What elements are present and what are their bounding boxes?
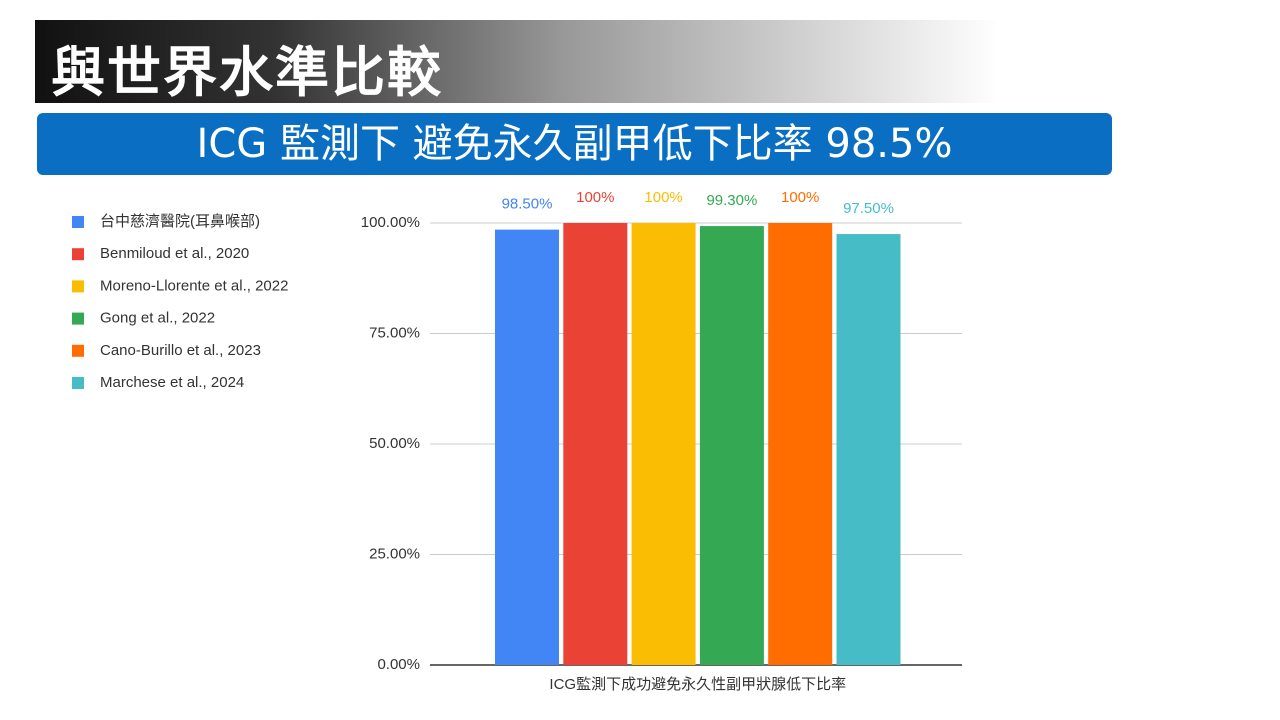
legend-label: 台中慈濟醫院(耳鼻喉部) (100, 212, 260, 230)
bar (495, 229, 559, 665)
legend-label: Gong et al., 2022 (100, 310, 215, 327)
legend-swatch (72, 248, 84, 261)
legend-swatch (72, 280, 84, 293)
legend-swatch (72, 312, 84, 325)
bar (563, 223, 628, 665)
y-tick-label: 25.00% (369, 545, 420, 562)
x-tick-label: ICG監測下成功避免永久性副甲狀腺低下比率 (549, 676, 846, 693)
legend-label: Marchese et al., 2024 (100, 374, 244, 391)
subtitle-banner: ICG 監測下 避免永久副甲低下比率 98.5% (37, 113, 1112, 175)
header-bar: 與世界水準比較 (35, 20, 1000, 104)
y-tick-label: 50.00% (369, 435, 420, 452)
value-label: 98.50% (502, 196, 553, 213)
legend-label: Moreno-Llorente et al., 2022 (100, 277, 288, 294)
bar (631, 223, 696, 665)
title: 與世界水準比較 (51, 41, 443, 104)
value-label: 100% (781, 189, 819, 206)
legend-swatch (72, 377, 84, 389)
value-label: 100% (576, 189, 614, 206)
y-tick-label: 75.00% (369, 324, 420, 341)
value-label: 99.30% (706, 192, 757, 209)
bar (768, 223, 833, 665)
value-label: 97.50% (843, 200, 894, 217)
legend-label: Cano-Burillo et al., 2023 (100, 342, 261, 359)
bar (836, 234, 901, 666)
y-tick-label: 100.00% (361, 214, 420, 231)
y-tick-label: 0.00% (377, 656, 420, 673)
bar (699, 226, 764, 665)
value-label: 100% (644, 189, 682, 206)
legend-swatch (72, 344, 84, 357)
legend-label: Benmiloud et al., 2020 (100, 245, 249, 262)
legend-swatch (72, 216, 84, 228)
